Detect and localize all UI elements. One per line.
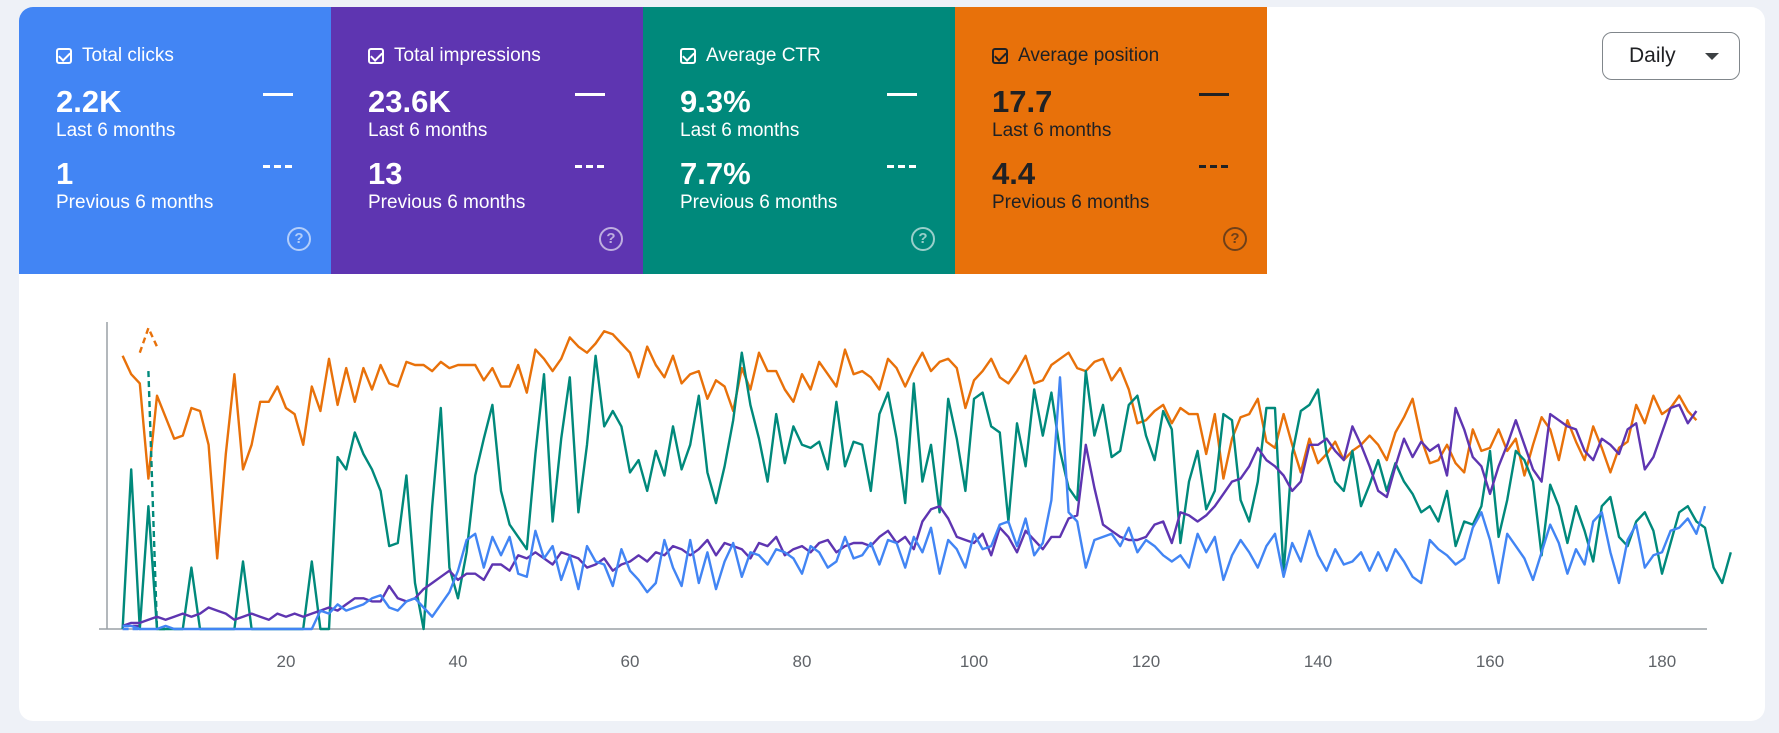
previous-caption: Previous 6 months xyxy=(680,192,838,213)
solid-line-legend-icon xyxy=(1199,93,1229,96)
current-value: 9.3% xyxy=(680,84,751,119)
current-caption: Last 6 months xyxy=(368,120,488,141)
metric-tiles: Total clicks 2.2K Last 6 months 1 Previous 6… xyxy=(19,7,1267,274)
period-select-value: Daily xyxy=(1629,44,1676,67)
metric-tile-header: Average CTR xyxy=(680,45,955,67)
x-tick-label: 40 xyxy=(449,652,468,671)
previous-caption: Previous 6 months xyxy=(368,192,526,213)
help-icon[interactable]: ? xyxy=(287,227,311,251)
x-tick-label: 100 xyxy=(960,652,988,671)
solid-line-legend-icon xyxy=(887,93,917,96)
metric-tile-header: Total clicks xyxy=(56,45,331,67)
dashed-line-legend-icon xyxy=(263,165,293,168)
solid-line-legend-icon xyxy=(263,93,293,96)
help-icon[interactable]: ? xyxy=(911,227,935,251)
dashed-line-legend-icon xyxy=(1199,165,1229,168)
current-value: 23.6K xyxy=(368,84,451,119)
series-line-position xyxy=(121,330,1698,560)
checkbox-checked-icon[interactable] xyxy=(56,48,72,64)
series-line-clicks xyxy=(122,376,1707,631)
metric-label: Average position xyxy=(1018,45,1160,66)
series-line-ctr-prev xyxy=(147,371,166,631)
current-caption: Last 6 months xyxy=(56,120,176,141)
metric-label: Total clicks xyxy=(82,45,174,66)
previous-value: 1 xyxy=(56,156,74,191)
metric-tile-impressions[interactable]: Total impressions 23.6K Last 6 months 13 Pre… xyxy=(331,7,643,274)
series-line-position-prev xyxy=(138,326,159,354)
series-line-impressions xyxy=(122,403,1698,628)
x-tick-label: 120 xyxy=(1132,652,1160,671)
x-tick-labels: 20 40 60 80 100 120 140 160 180 xyxy=(277,652,1677,671)
current-caption: Last 6 months xyxy=(680,120,800,141)
x-tick-label: 60 xyxy=(621,652,640,671)
previous-value: 7.7% xyxy=(680,156,751,191)
performance-card: Total clicks 2.2K Last 6 months 1 Previous 6… xyxy=(19,7,1765,721)
x-tick-label: 160 xyxy=(1476,652,1504,671)
help-icon[interactable]: ? xyxy=(1223,227,1247,251)
metric-tile-ctr[interactable]: Average CTR 9.3% Last 6 months 7.7% Previous… xyxy=(643,7,955,274)
current-value: 2.2K xyxy=(56,84,122,119)
solid-line-legend-icon xyxy=(575,93,605,96)
metric-label: Average CTR xyxy=(706,45,821,66)
checkbox-checked-icon[interactable] xyxy=(680,48,696,64)
previous-caption: Previous 6 months xyxy=(56,192,214,213)
x-tick-label: 20 xyxy=(277,652,296,671)
dashed-line-legend-icon xyxy=(575,165,605,168)
performance-chart: 20 40 60 80 100 120 140 160 180 xyxy=(99,322,1732,671)
metric-tile-header: Average position xyxy=(992,45,1267,67)
metric-tile-clicks[interactable]: Total clicks 2.2K Last 6 months 1 Previous 6… xyxy=(19,7,331,274)
dashed-line-legend-icon xyxy=(887,165,917,168)
dropdown-arrow-icon xyxy=(1705,53,1719,60)
previous-value: 13 xyxy=(368,156,403,191)
x-tick-label: 180 xyxy=(1648,652,1676,671)
checkbox-checked-icon[interactable] xyxy=(368,48,384,64)
period-select[interactable]: Daily xyxy=(1602,32,1740,80)
series-layer xyxy=(121,326,1732,631)
series-line-ctr xyxy=(121,351,1732,631)
metric-tile-header: Total impressions xyxy=(368,45,643,67)
current-value: 17.7 xyxy=(992,84,1053,119)
x-tick-label: 140 xyxy=(1304,652,1332,671)
previous-value: 4.4 xyxy=(992,156,1036,191)
current-caption: Last 6 months xyxy=(992,120,1112,141)
help-icon[interactable]: ? xyxy=(599,227,623,251)
checkbox-checked-icon[interactable] xyxy=(992,48,1008,64)
x-tick-label: 80 xyxy=(793,652,812,671)
metric-tile-position[interactable]: Average position 17.7 Last 6 months 4.4 Prev… xyxy=(955,7,1267,274)
previous-caption: Previous 6 months xyxy=(992,192,1150,213)
metric-label: Total impressions xyxy=(394,45,541,66)
